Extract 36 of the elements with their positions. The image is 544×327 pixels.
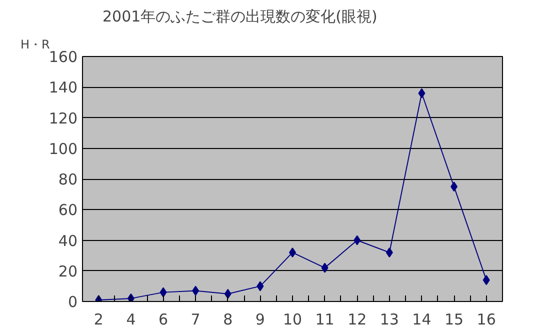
point: [160, 287, 167, 298]
x-tick-label: 12: [348, 310, 367, 327]
x-tick-label: 6: [158, 310, 168, 327]
point: [127, 293, 134, 302]
point: [354, 235, 361, 246]
point: [289, 248, 296, 258]
y-tick-label: 0: [68, 293, 78, 311]
x-tick-label: 7: [190, 310, 200, 327]
x-tick-label: 2: [94, 310, 104, 327]
x-tick-label: 9: [255, 310, 265, 327]
y-tick-label: 100: [48, 140, 78, 158]
x-tick-label: 16: [476, 310, 496, 327]
x-tick-label: 8: [223, 310, 233, 327]
y-tick-label: 160: [48, 48, 78, 66]
point: [450, 182, 458, 192]
y-axis-title: H・R: [20, 38, 50, 52]
point: [256, 281, 264, 292]
y-tick-label: 60: [58, 201, 78, 220]
point: [321, 262, 328, 273]
chart-title: 2001年のふたご群の出現数の変化(眼視): [102, 8, 378, 26]
point: [386, 248, 393, 258]
y-tick-label: 40: [58, 232, 78, 250]
point: [224, 288, 232, 299]
x-tick-label: 4: [126, 310, 136, 327]
x-tick-label: 13: [380, 310, 399, 327]
y-tick-label: 120: [48, 109, 78, 128]
point: [192, 286, 200, 296]
point: [482, 275, 490, 286]
x-tick-label: 11: [315, 310, 334, 327]
x-tick-label: 10: [282, 310, 302, 327]
x-tick-label: 14: [412, 310, 432, 327]
y-tick-label: 80: [58, 170, 78, 188]
point: [418, 88, 426, 98]
x-tick-label: 15: [444, 310, 464, 327]
y-tick-label: 20: [58, 262, 78, 280]
y-tick-label: 140: [48, 78, 78, 97]
